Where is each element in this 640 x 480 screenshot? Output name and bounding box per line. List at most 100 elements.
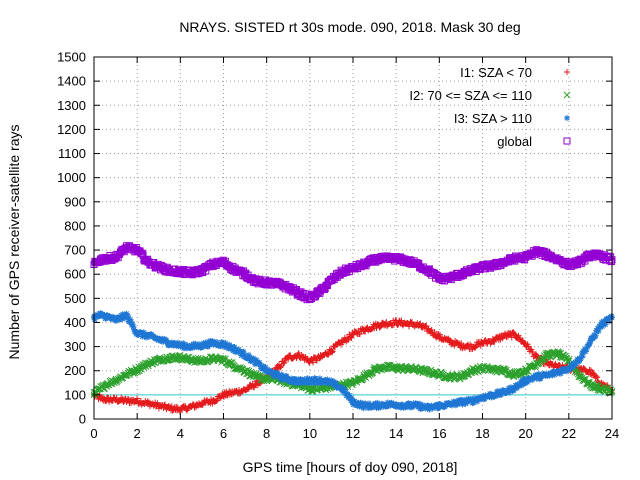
y-tick-label: 1400 <box>57 74 86 89</box>
legend-label: global <box>497 134 532 149</box>
data-point <box>406 400 413 407</box>
data-point <box>198 267 206 275</box>
data-point <box>425 326 432 333</box>
data-point <box>131 326 138 333</box>
data-point <box>91 316 98 323</box>
data-point <box>348 334 355 341</box>
y-tick-label: 900 <box>64 194 86 209</box>
legend-marker <box>564 69 570 75</box>
data-point <box>313 377 320 384</box>
data-point <box>310 359 317 366</box>
data-point <box>447 338 454 345</box>
data-point <box>317 354 324 361</box>
data-point <box>377 404 384 411</box>
data-point <box>283 373 290 380</box>
data-point <box>129 321 136 328</box>
data-point <box>290 379 297 386</box>
data-point <box>598 321 605 328</box>
data-point <box>403 320 410 327</box>
y-tick-label: 800 <box>64 218 86 233</box>
y-tick-label: 300 <box>64 339 86 354</box>
data-point <box>127 316 134 323</box>
data-point <box>339 338 346 345</box>
data-point <box>583 346 590 353</box>
legend: I1: SZA < 70 I2: 70 <= SZA <= 110 I3: SZA … <box>409 65 571 149</box>
data-point <box>118 315 125 322</box>
data-point <box>392 364 400 372</box>
data-point <box>537 375 544 382</box>
data-point <box>479 364 486 372</box>
data-point <box>242 387 249 394</box>
data-point <box>414 321 421 328</box>
data-point <box>543 251 551 259</box>
data-point <box>277 376 284 383</box>
data-point <box>263 375 271 383</box>
data-point <box>188 343 195 350</box>
data-point <box>451 399 458 406</box>
data-point <box>579 352 586 359</box>
data-point <box>457 342 464 349</box>
data-point <box>220 391 227 398</box>
data-point <box>364 403 371 410</box>
data-point <box>228 359 236 366</box>
data-point <box>246 354 253 361</box>
data-point <box>382 401 389 408</box>
data-point <box>489 366 497 373</box>
data-point <box>557 370 564 377</box>
x-tick-label: 6 <box>220 426 227 441</box>
axis-ticks: 0100200300400500600700800900100011001200… <box>57 50 619 442</box>
data-point <box>176 268 184 276</box>
data-point <box>317 377 324 384</box>
data-point <box>414 366 422 373</box>
data-point <box>594 325 601 332</box>
data-point <box>117 316 124 323</box>
data-point <box>501 332 508 339</box>
data-point <box>533 360 540 367</box>
data-point <box>371 402 378 409</box>
data-point <box>329 348 336 355</box>
data-point <box>230 362 238 370</box>
grid <box>94 57 612 419</box>
data-point <box>166 267 174 275</box>
data-point <box>414 402 421 409</box>
data-point <box>576 372 583 379</box>
y-tick-label: 0 <box>79 412 86 427</box>
data-point <box>393 319 400 326</box>
data-point <box>592 332 599 339</box>
data-point <box>130 323 137 330</box>
data-point <box>582 348 589 355</box>
data-point <box>346 392 353 399</box>
data-point <box>296 352 303 359</box>
series-2 <box>91 310 615 413</box>
data-point <box>606 257 614 265</box>
data-point <box>371 323 378 330</box>
data-point <box>155 356 163 364</box>
data-point <box>112 377 119 384</box>
data-point <box>511 331 518 338</box>
data-point <box>292 379 299 386</box>
x-tick-label: 8 <box>263 426 270 441</box>
data-point <box>500 367 508 375</box>
data-point <box>256 359 263 366</box>
data-point <box>555 368 562 375</box>
data-point <box>490 337 497 344</box>
x-tick-label: 0 <box>90 426 97 441</box>
data-point <box>468 397 475 404</box>
y-tick-label: 1500 <box>57 50 86 65</box>
data-point <box>119 311 126 318</box>
data-point <box>155 402 162 409</box>
x-tick-label: 14 <box>389 426 403 441</box>
data-point <box>365 400 372 407</box>
data-point <box>181 341 188 348</box>
data-point <box>457 399 464 406</box>
data-point <box>436 333 443 340</box>
data-point <box>572 361 579 368</box>
data-point <box>317 287 325 295</box>
plot-series <box>90 242 616 415</box>
data-point <box>360 373 368 381</box>
data-point <box>176 354 184 361</box>
data-point <box>435 275 443 283</box>
data-point <box>240 348 247 355</box>
data-point <box>217 342 224 349</box>
data-point <box>565 365 572 372</box>
